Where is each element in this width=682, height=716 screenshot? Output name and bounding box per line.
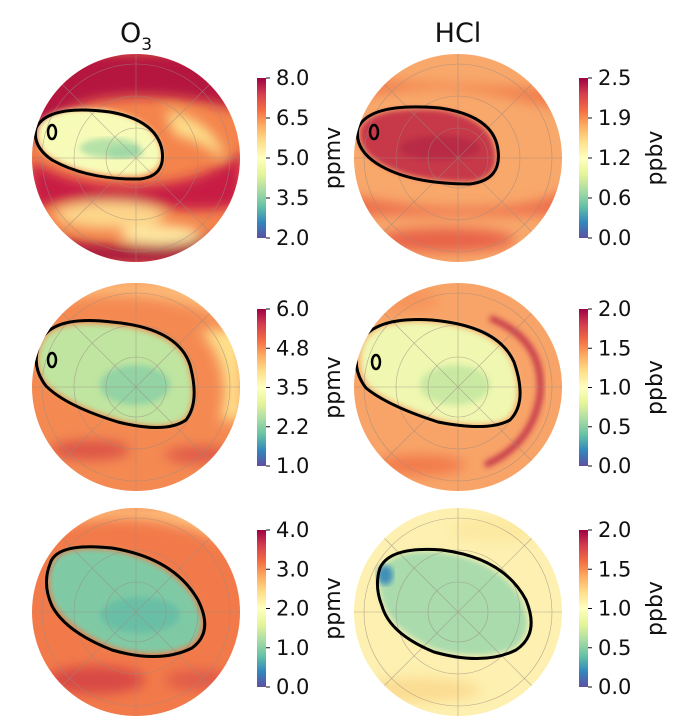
colorbar-tick-label: 3.5 xyxy=(276,376,309,400)
colorbar-tick-label: 2.0 xyxy=(598,518,631,542)
colorbar-tick-label: 0.0 xyxy=(598,454,631,478)
colorbar-tick-label: 3.0 xyxy=(276,557,309,581)
column-title-o3: O3 xyxy=(120,18,152,55)
colorbar-unit-label: ppbv xyxy=(643,131,668,186)
map-panel-o3-row3 xyxy=(32,508,240,716)
colorbar-tick-label: 2.5 xyxy=(598,66,631,90)
map-panel-o3-row2 xyxy=(32,283,240,491)
colorbar-tick-label: 6.5 xyxy=(276,106,309,130)
colorbar-tick-label: 1.5 xyxy=(598,557,631,581)
colorbar-o3-row1 xyxy=(257,78,266,238)
colorbar-tick-label: 1.0 xyxy=(598,376,631,400)
column-title-hcl: HCl xyxy=(435,18,482,49)
colorbar-tick-label: 1.0 xyxy=(276,454,309,478)
colorbar-unit-label: ppmv xyxy=(321,577,346,639)
colorbar-tick-label: 2.0 xyxy=(276,226,309,250)
map-panel-hcl-row2 xyxy=(354,283,562,491)
colorbar-tick-label: 1.9 xyxy=(598,106,631,130)
map-panel-o3-row1 xyxy=(32,54,240,262)
colorbar-unit-label: ppmv xyxy=(321,356,346,418)
colorbar-tick-label: 2.2 xyxy=(276,415,309,439)
colorbar-tick-label: 2.0 xyxy=(276,597,309,621)
colorbar-tick-label: 0.0 xyxy=(598,226,631,250)
colorbar-tick-label: 0.0 xyxy=(276,675,309,699)
colorbar-tick-label: 0.5 xyxy=(598,636,631,660)
colorbar-tick-label: 2.0 xyxy=(598,297,631,321)
colorbar-o3-row2 xyxy=(257,309,266,466)
colorbar-tick-label: 1.2 xyxy=(598,146,631,170)
colorbar-tick-label: 0.5 xyxy=(598,415,631,439)
colorbar-hcl-row1 xyxy=(579,78,588,238)
colorbar-tick-label: 4.0 xyxy=(276,518,309,542)
colorbar-tick-label: 0.0 xyxy=(598,675,631,699)
colorbar-o3-row3 xyxy=(257,530,266,687)
colorbar-tick-label: 1.0 xyxy=(598,597,631,621)
colorbar-tick-label: 8.0 xyxy=(276,66,309,90)
colorbar-unit-label: ppbv xyxy=(643,360,668,415)
colorbar-tick-label: 1.5 xyxy=(598,336,631,360)
map-panel-hcl-row1 xyxy=(354,54,562,262)
colorbar-tick-label: 6.0 xyxy=(276,297,309,321)
colorbar-hcl-row2 xyxy=(579,309,588,466)
colorbar-tick-label: 5.0 xyxy=(276,146,309,170)
colorbar-tick-label: 3.5 xyxy=(276,186,309,210)
colorbar-tick-label: 4.8 xyxy=(276,336,309,360)
colorbar-hcl-row3 xyxy=(579,530,588,687)
colorbar-tick-label: 1.0 xyxy=(276,636,309,660)
colorbar-tick-label: 0.6 xyxy=(598,186,631,210)
map-panel-hcl-row3 xyxy=(354,508,562,716)
colorbar-unit-label: ppmv xyxy=(321,127,346,189)
colorbar-unit-label: ppbv xyxy=(643,581,668,636)
